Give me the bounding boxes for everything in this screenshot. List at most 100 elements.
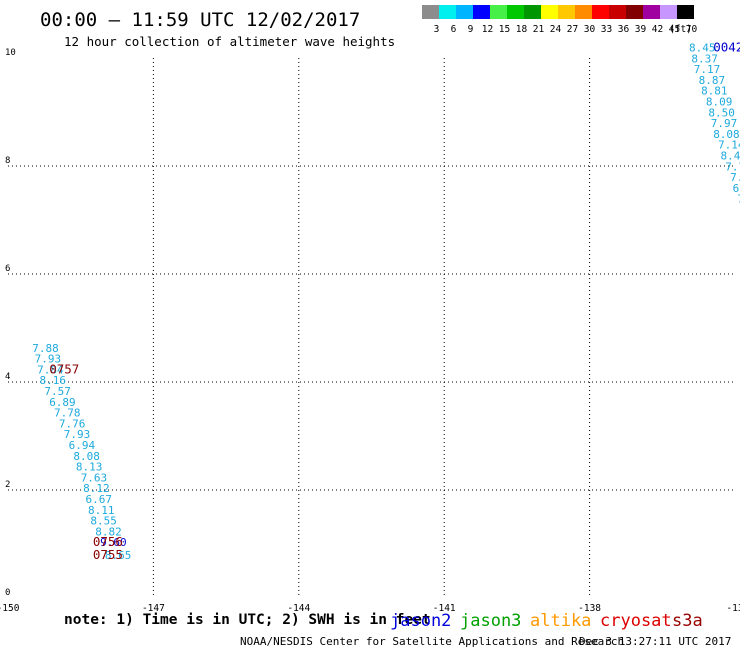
wave-height-point: 8.16 (40, 374, 67, 387)
colorbar-swatch-24 (541, 5, 558, 19)
colorbar-label-15: 15 (499, 24, 510, 35)
colorbar-swatch-39 (626, 5, 643, 19)
footer-timestamp: Dec 3 13:27:11 UTC 2017 (579, 635, 731, 648)
colorbar-label-3: 3 (434, 24, 440, 35)
wave-height-point: 6.89 (49, 396, 76, 409)
wave-height-point: 8.12 (83, 482, 110, 495)
colorbar-label-36: 36 (618, 24, 630, 35)
colorbar-swatch-45 (660, 5, 677, 19)
satellite-cryosat: cryosat (600, 611, 672, 631)
footer-note: note: 1) Time is in UTC; 2) SWH is in fe… (64, 612, 431, 628)
chart-title: 00:00 – 11:59 UTC 12/02/2017 (40, 9, 360, 31)
x-tick-label: -150 (0, 603, 20, 614)
satellite-altika: altika (530, 611, 591, 631)
colorbar-label-21: 21 (533, 24, 545, 35)
wave-height-point: 7.57 (44, 385, 71, 398)
satellite-jason3: jason3 (460, 611, 521, 631)
wave-height-point: 7.14 (718, 139, 740, 152)
wave-height-point: 8.82 (95, 525, 122, 538)
colorbar-unit: (ft) (669, 24, 692, 35)
colorbar-label-42: 42 (652, 24, 663, 35)
wave-height-point: 8.09 (706, 96, 733, 109)
y-tick-label: 2 (5, 480, 10, 490)
colorbar-legend: 3 6 9 12 15 18 21 24 27 30 33 36 39 42 45 70(ft) (422, 5, 697, 35)
y-tick-label: 0 (5, 588, 10, 598)
x-tick-label: -13 (726, 603, 740, 614)
x-tick-label: -138 (578, 603, 601, 614)
colorbar-label-33: 33 (601, 24, 612, 35)
time-label: 0755 (93, 547, 123, 562)
wave-height-point: 7.57 (730, 171, 740, 184)
wave-height-point: 9.60 (100, 536, 127, 549)
wave-height-point: 6.67 (86, 493, 113, 506)
y-tick-label: 10 (5, 48, 16, 58)
wave-height-point: 8.37 (691, 52, 718, 65)
y-tick-label: 4 (5, 372, 10, 382)
wave-height-point: 7.73 (737, 193, 740, 206)
colorbar-swatch-27 (558, 5, 575, 19)
colorbar-swatch-18 (507, 5, 524, 19)
colorbar-label-39: 39 (635, 24, 647, 35)
colorbar-label-9: 9 (468, 24, 474, 35)
colorbar-swatch-12 (473, 5, 490, 19)
colorbar-swatch-36 (609, 5, 626, 19)
colorbar-swatch-30 (575, 5, 592, 19)
wave-height-point: 8.08 (713, 128, 740, 141)
wave-height-point: 8.65 (105, 549, 132, 562)
wave-height-point: 7.78 (54, 407, 81, 420)
wave-height-point: 7.97 (711, 117, 738, 130)
wave-height-point: 7.17 (694, 63, 721, 76)
wave-height-point: 7.93 (64, 428, 90, 441)
satellite-s3a: s3a (672, 611, 703, 631)
y-tick-label: 8 (5, 156, 10, 166)
wave-height-point: 7.63 (81, 471, 108, 484)
colorbar-swatch-15 (490, 5, 507, 19)
wave-height-point: 6.94 (69, 439, 96, 452)
time-label: 0757 (49, 361, 79, 376)
wave-height-point: 6.66 (733, 182, 740, 195)
wave-height-point: 8.13 (76, 461, 103, 474)
x-tick-label: -144 (287, 603, 310, 614)
wave-height-point: 7.76 (59, 417, 86, 430)
wave-height-point: 8.87 (699, 74, 726, 87)
footer-credit: NOAA/NESDIS Center for Satellite Applica… (240, 635, 624, 648)
x-tick-label: -147 (142, 603, 165, 614)
satellite-jason2: jason2 (390, 611, 451, 631)
colorbar-swatch-21 (524, 5, 541, 19)
colorbar-label-70: 70 (686, 24, 698, 35)
wave-height-point: 8.81 (701, 85, 728, 98)
y-axis-ticks: 0 2 4 6 8 10 (5, 48, 16, 598)
colorbar-swatch-70 (677, 5, 694, 19)
wave-height-point: 8.45 (689, 42, 716, 55)
colorbar-label-12: 12 (482, 24, 493, 35)
wave-height-point: 8.55 (90, 515, 117, 528)
satellite-legend: jason2 jason3 altika cryosat s3a (390, 611, 703, 631)
time-label: 0042 (713, 40, 740, 55)
y-tick-label: 6 (5, 264, 10, 274)
x-axis-ticks: -150 -147 -144 -141 -138 -13 (0, 603, 740, 614)
time-labels: 0757075607550042C (49, 40, 740, 563)
wave-height-point: 8.50 (708, 106, 735, 119)
wave-height-point: 7.84 (37, 363, 64, 376)
colorbar-label-24: 24 (550, 24, 562, 35)
wave-height-labels: 7.887.937.848.167.576.897.787.767.936.94… (32, 42, 740, 563)
grid-lines (8, 58, 735, 598)
colorbar-swatch-6 (439, 5, 456, 19)
colorbar-label-30: 30 (584, 24, 596, 35)
x-tick-label: -141 (433, 603, 456, 614)
wave-height-point: 8.08 (73, 450, 100, 463)
colorbar-swatch-9 (456, 5, 473, 19)
colorbar-swatch-33 (592, 5, 609, 19)
wave-height-point: 8.45 (720, 150, 740, 163)
chart-subtitle: 12 hour collection of altimeter wave hei… (64, 34, 395, 49)
colorbar-swatch-3 (422, 5, 439, 19)
wave-height-point: 7.93 (35, 353, 62, 366)
wave-height-point: 7.76 (725, 160, 740, 173)
wave-height-point: 7.88 (32, 342, 59, 355)
colorbar-swatch-42 (643, 5, 660, 19)
colorbar-label-6: 6 (451, 24, 457, 35)
colorbar-label-27: 27 (567, 24, 578, 35)
time-label: 0756 (93, 534, 123, 549)
